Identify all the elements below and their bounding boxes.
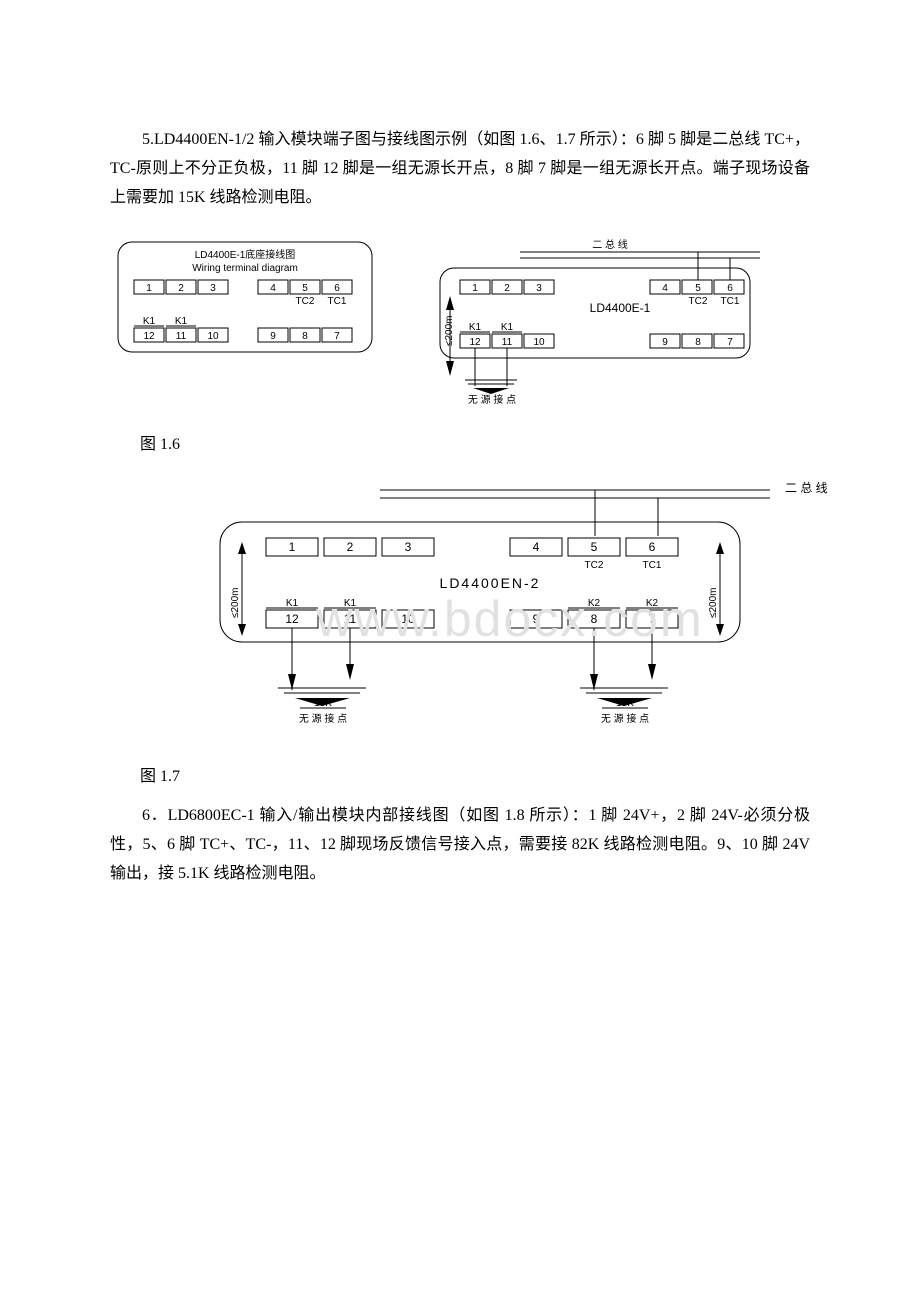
fig17-top-terminals: 1 2 3 4 5 6 TC2 TC1: [266, 538, 678, 571]
svg-text:K2: K2: [646, 598, 659, 609]
svg-text:4: 4: [270, 283, 276, 294]
svg-text:10: 10: [207, 331, 219, 342]
svg-text:9: 9: [662, 337, 668, 348]
svg-text:K1: K1: [469, 322, 482, 333]
svg-text:6: 6: [649, 540, 656, 554]
svg-text:5: 5: [695, 283, 701, 294]
svg-text:3: 3: [210, 283, 216, 294]
svg-text:TC1: TC1: [328, 296, 347, 307]
fig16-left-top-terminals: 1 2 3 4 5 6 TC2 TC1: [134, 280, 352, 307]
svg-text:TC1: TC1: [721, 296, 740, 307]
svg-text:15K: 15K: [314, 698, 332, 709]
svg-text:12: 12: [285, 612, 299, 626]
svg-text:4: 4: [662, 283, 668, 294]
fig17-contact-left-label: 无 源 接 点: [299, 712, 347, 725]
paragraph-6: 6．LD6800EC-1 输入/输出模块内部接线图（如图 1.8 所示）：1 脚…: [110, 802, 810, 888]
svg-text:8: 8: [695, 337, 701, 348]
svg-text:5: 5: [591, 540, 598, 554]
svg-text:12: 12: [143, 331, 155, 342]
figure-1-7-container: www.bdocx.com 二 总 线 LD4400EN-2 1 2 3 4 5…: [180, 478, 840, 738]
fig16-right-contact-label: 无 源 接 点: [468, 393, 516, 406]
svg-text:4: 4: [533, 540, 540, 554]
svg-text:8: 8: [591, 612, 598, 626]
fig16-left-title2: Wiring terminal diagram: [192, 263, 298, 274]
fig16-right-module-label: LD4400E-1: [590, 301, 651, 315]
paragraph-5: 5.LD4400EN-1/2 输入模块端子图与接线图示例（如图 1.6、1.7 …: [110, 126, 810, 212]
svg-text:2: 2: [347, 540, 354, 554]
figure-1-7-caption: 图 1.7: [140, 762, 810, 786]
svg-text:3: 3: [536, 283, 542, 294]
fig16-left-title1: LD4400E-1底座接线图: [195, 248, 296, 261]
fig16-left-bottom-terminals: K1 K1 12 11 10 9 8 7: [134, 316, 352, 342]
fig17-distance-left: ≤200m: [230, 588, 241, 619]
svg-text:2: 2: [178, 283, 184, 294]
svg-text:K1: K1: [344, 598, 357, 609]
svg-text:TC2: TC2: [689, 296, 708, 307]
figure-1-6-right-diagram: 二 总 线 LD4400E-1 1 2 3 4 5 6 TC2: [410, 236, 770, 406]
svg-text:15K: 15K: [616, 698, 634, 709]
svg-text:8: 8: [302, 331, 308, 342]
figure-1-6-caption: 图 1.6: [140, 430, 810, 454]
svg-text:K1: K1: [175, 316, 188, 327]
svg-text:2: 2: [504, 283, 510, 294]
svg-text:6: 6: [727, 283, 733, 294]
fig17-bus-label: 二 总 线: [785, 481, 828, 495]
svg-text:TC1: TC1: [643, 560, 662, 571]
fig17-module-label: LD4400EN-2: [440, 575, 541, 591]
svg-text:1: 1: [472, 283, 478, 294]
svg-text:7: 7: [727, 337, 733, 348]
fig17-contact-right-label: 无 源 接 点: [601, 712, 649, 725]
svg-text:TC2: TC2: [585, 560, 604, 571]
fig16-right-bus-label: 二 总 线: [592, 238, 628, 251]
svg-text:11: 11: [176, 331, 187, 342]
svg-text:11: 11: [502, 337, 513, 348]
svg-text:11: 11: [344, 612, 357, 626]
svg-text:10: 10: [533, 337, 545, 348]
svg-text:1: 1: [289, 540, 296, 554]
fig16-right-bottom-terminals: K1 K1 12 11 10 9 8 7: [460, 322, 744, 348]
svg-text:K1: K1: [286, 598, 299, 609]
fig17-distance-right: ≤200m: [708, 588, 719, 619]
svg-text:6: 6: [334, 283, 340, 294]
svg-text:9: 9: [533, 612, 540, 626]
svg-text:10: 10: [401, 612, 415, 626]
figure-1-6-container: LD4400E-1底座接线图 Wiring terminal diagram 1…: [110, 236, 810, 406]
figure-1-6-left-diagram: LD4400E-1底座接线图 Wiring terminal diagram 1…: [110, 236, 380, 366]
svg-text:9: 9: [270, 331, 276, 342]
svg-text:7: 7: [649, 612, 656, 626]
svg-text:TC2: TC2: [296, 296, 315, 307]
svg-text:K1: K1: [501, 322, 514, 333]
svg-text:5: 5: [302, 283, 308, 294]
svg-text:7: 7: [334, 331, 340, 342]
svg-text:K1: K1: [143, 316, 156, 327]
svg-text:3: 3: [405, 540, 412, 554]
svg-text:12: 12: [469, 337, 481, 348]
svg-text:K2: K2: [588, 598, 601, 609]
svg-text:1: 1: [146, 283, 152, 294]
fig17-bottom-terminals: K1 K1 K2 K2 12 11 10 9 8 7: [266, 598, 678, 628]
figure-1-7-diagram: 二 总 线 LD4400EN-2 1 2 3 4 5 6 TC2 TC1: [180, 478, 840, 738]
